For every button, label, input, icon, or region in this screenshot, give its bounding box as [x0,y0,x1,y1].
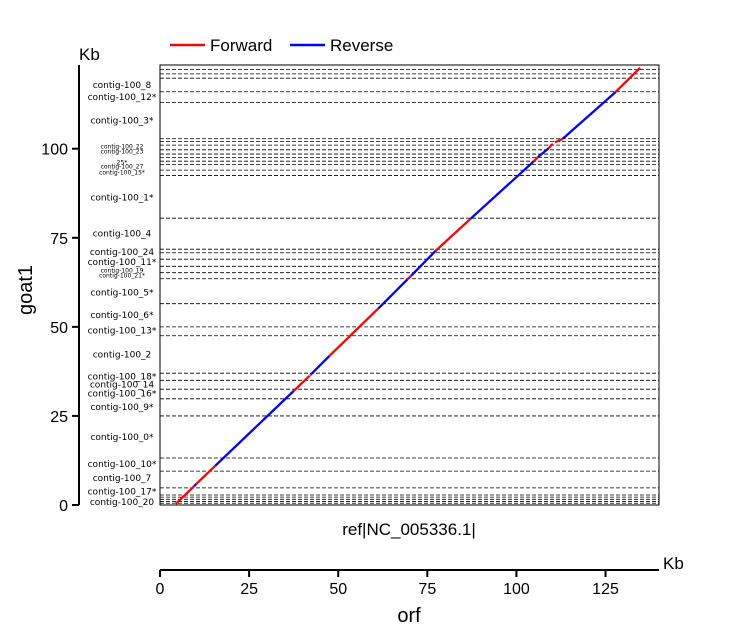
contig-label: contig-100_9* [90,403,154,413]
contig-label: contig-100_23 [101,148,144,155]
contig-label: contig-100_27 [101,164,144,171]
x-unit-label: Kb [663,554,684,573]
forward-segment [174,485,196,505]
reference-label: ref|NC_005336.1| [342,520,476,539]
reverse-segment [377,278,409,310]
contig-label: 25* [117,160,128,167]
forward-segment [292,374,311,392]
x-tick-label: 0 [156,581,165,598]
contig-label: contig-100_16* [88,390,157,400]
contig-label: contig-100_5* [90,288,154,298]
contig-label: contig-100_17* [88,488,157,498]
forward-segment [532,156,539,163]
y-tick-label: 0 [59,498,68,515]
forward-segment [547,142,554,150]
legend: Forward Reverse [170,36,393,55]
contig-label: contig-100_3* [90,116,154,126]
forward-segment [309,373,312,377]
contig-label: contig-100_20 [90,498,155,508]
contig-label: contig-100_24 [90,248,155,258]
contig-label: contig-100_11* [88,258,157,268]
contig-label: contig-100_7 [93,474,152,484]
x-tick-label: 75 [418,581,436,598]
contig-label: contig-100_14 [90,380,155,390]
y-tick-label: 50 [50,320,68,337]
y-axis: 0 25 50 75 100 Kb goat1 [15,45,100,515]
contig-label: contig-100_6* [90,311,154,321]
reverse-segment [193,483,198,487]
forward-segment [435,217,472,252]
forward-segment [406,275,412,281]
y-ticks: 0 25 50 75 100 [41,142,79,515]
contig-label: contig-100_19 [101,267,144,274]
y-tick-label: 75 [50,231,68,248]
contig-label: contig-100_21* [99,273,145,280]
reverse-segment [410,249,437,277]
contig-label: contig-100_4 [93,230,152,240]
x-tick-label: 50 [329,581,347,598]
forward-segment [554,137,564,144]
legend-reverse-label: Reverse [330,36,393,55]
contig-label: contig-100_12* [88,93,157,103]
x-tick-label: 125 [592,581,619,598]
reverse-segment [537,147,550,158]
contig-label: contig-100_15* [99,170,145,177]
contig-label: contig-100_8 [93,81,152,91]
contig-label: contig-100_2 [93,350,152,360]
contig-boundaries [160,64,659,504]
y-tick-label: 100 [41,142,68,159]
x-ticks: 0 25 50 75 100 125 [156,570,619,598]
forward-segment [195,464,217,485]
x-axis-title: orf [397,605,421,627]
reverse-segment [214,390,295,467]
y-axis-title: goat1 [15,265,37,315]
contig-label: contig-100_10* [88,460,157,470]
legend-forward-label: Forward [210,36,272,55]
contig-label: contig-100_22 [101,143,144,150]
alignment-segments [174,67,641,505]
x-tick-label: 100 [503,581,530,598]
reverse-segment [309,355,331,376]
plot-frame [159,64,660,506]
y-unit-label: Kb [79,45,100,64]
forward-segment [614,67,641,93]
contig-label: contig-100_0* [90,433,154,443]
reverse-segment [562,91,617,140]
forward-segment [328,307,380,357]
y-tick-label: 25 [50,409,68,426]
contig-label: contig-100_18* [88,373,157,383]
reverse-segment [470,160,535,220]
x-axis: 0 25 50 75 100 125 Kb orf [156,554,684,627]
x-tick-label: 25 [240,581,258,598]
contig-label: contig-100_13* [88,327,157,337]
contig-label: contig-100_1* [90,193,154,203]
